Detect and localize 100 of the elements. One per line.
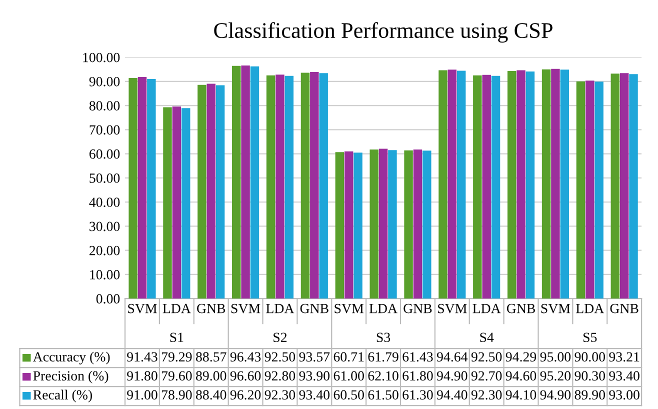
bar	[482, 74, 491, 299]
bar	[300, 72, 310, 299]
data-label: 94.90	[540, 390, 571, 400]
bar	[181, 108, 190, 299]
x-tick-label: SVM	[438, 304, 467, 314]
data-label: 92.30	[471, 390, 502, 400]
data-label: 95.20	[540, 371, 571, 381]
text: S4	[480, 332, 494, 342]
text: S3	[376, 332, 390, 342]
y-tick-label: 10.00	[90, 270, 120, 280]
bar	[456, 70, 466, 299]
x-tick-label: LDA	[369, 304, 398, 314]
data-label: 61.30	[402, 390, 433, 400]
bar	[216, 85, 225, 299]
data-label: 94.60	[506, 371, 536, 381]
data-label: 92.80	[264, 371, 296, 381]
data-label: 92.50	[264, 352, 296, 362]
y-tick-label: 100.00	[83, 52, 120, 62]
bar	[198, 84, 206, 299]
data-label: 61.50	[368, 390, 398, 400]
x-tick-label: GNB	[404, 304, 432, 314]
data-label: 93.90	[299, 371, 330, 381]
x-tick-label: SVM	[334, 304, 364, 314]
x-tick-label: LDA	[162, 304, 191, 314]
x-tick-label: SVM	[541, 304, 570, 314]
bar	[284, 76, 294, 299]
bar	[319, 73, 328, 299]
data-label: 61.79	[368, 352, 398, 362]
data-label: 60.71	[334, 352, 364, 362]
data-label: 60.50	[334, 390, 364, 400]
data-label: 88.57	[196, 352, 226, 362]
x-tick-label: GNB	[197, 304, 226, 314]
y-tick-label: 20.00	[90, 246, 120, 256]
data-label: 61.00	[334, 371, 364, 381]
bar	[629, 74, 638, 299]
data-label: 94.29	[506, 352, 536, 362]
x-tick-label: LDA	[576, 304, 604, 314]
data-label: 89.90	[574, 390, 605, 400]
data-label: 93.40	[609, 371, 640, 381]
bar	[516, 70, 526, 299]
x-tick-label: GNB	[300, 304, 328, 314]
bar	[378, 148, 388, 299]
data-label: 88.40	[196, 390, 226, 400]
data-label: 78.90	[162, 390, 192, 400]
data-label: 96.60	[230, 371, 261, 381]
legend-label: Precision (%)	[33, 370, 108, 384]
bar	[473, 75, 482, 299]
bar	[448, 70, 457, 299]
bar	[422, 150, 432, 299]
bar	[560, 70, 570, 299]
data-label: 61.43	[402, 352, 433, 362]
y-tick-label: 90.00	[89, 76, 120, 86]
bar	[147, 78, 156, 299]
text: S1	[170, 332, 184, 342]
bar	[344, 151, 354, 299]
x-tick-label: SVM	[231, 304, 260, 314]
bar	[310, 72, 319, 299]
data-label: 61.80	[402, 371, 433, 381]
x-tick-label: LDA	[472, 304, 501, 314]
bar	[404, 150, 413, 299]
y-tick-label: 60.00	[90, 149, 120, 159]
bar	[335, 152, 344, 299]
data-label: 92.50	[471, 352, 502, 362]
bar	[576, 81, 586, 299]
data-label: 92.30	[264, 390, 296, 400]
bar	[206, 84, 216, 299]
bar	[542, 69, 551, 299]
bar	[491, 76, 500, 299]
data-label: 94.10	[506, 390, 536, 400]
data-label: 92.70	[471, 371, 502, 381]
bar	[620, 73, 629, 299]
data-label: 91.80	[127, 371, 158, 381]
data-label: 90.30	[574, 371, 605, 381]
bar	[138, 77, 147, 299]
text: S2	[274, 332, 287, 342]
bar	[526, 71, 535, 299]
data-label: 94.90	[436, 371, 468, 381]
bar	[128, 78, 138, 299]
data-label: 90.00	[574, 352, 605, 362]
x-tick-label: GNB	[506, 304, 536, 314]
x-tick-label: LDA	[266, 304, 294, 314]
data-label: 96.20	[230, 390, 261, 400]
bar	[276, 74, 284, 299]
data-label: 93.57	[299, 352, 330, 362]
bar	[163, 107, 172, 299]
bar	[413, 149, 422, 299]
chart-title: Classification Performance using CSP	[214, 22, 552, 43]
bar	[594, 82, 604, 299]
data-label: 94.64	[436, 352, 468, 362]
data-label: 91.00	[127, 390, 158, 400]
data-label: 79.60	[162, 371, 192, 381]
bar	[354, 152, 362, 299]
legend-label: Accuracy (%)	[32, 352, 110, 364]
bar	[232, 66, 241, 299]
text: S5	[583, 332, 597, 342]
bar	[172, 106, 182, 299]
x-tick-label: GNB	[610, 304, 638, 314]
bar	[586, 80, 594, 299]
data-label: 96.43	[230, 352, 261, 362]
y-tick-label: 40.00	[89, 198, 120, 208]
